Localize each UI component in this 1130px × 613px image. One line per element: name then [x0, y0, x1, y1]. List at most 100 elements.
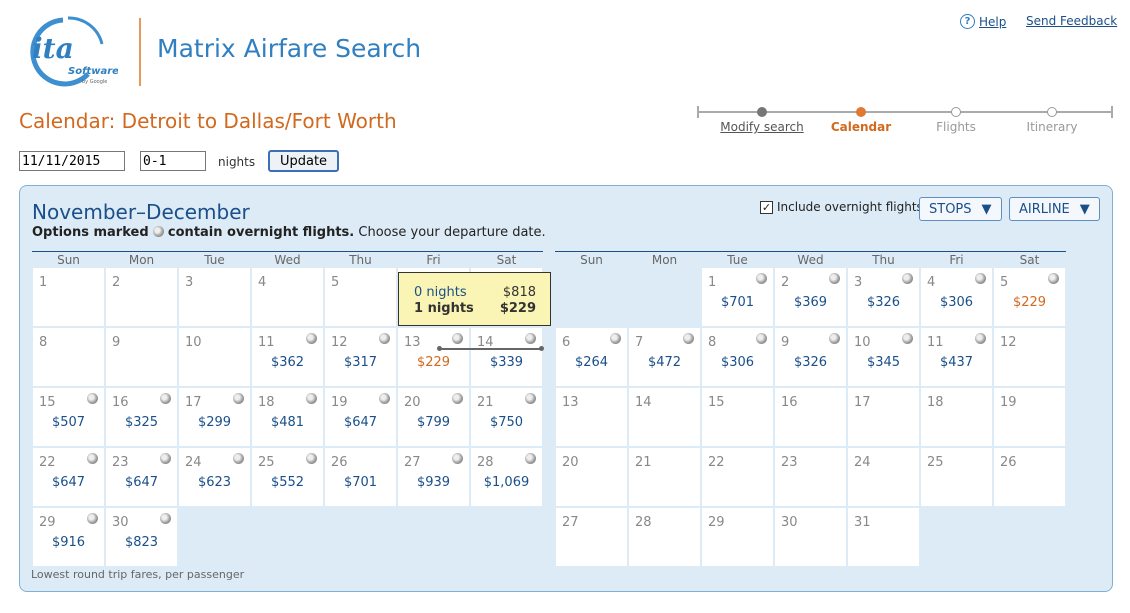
app-title: Matrix Airfare Search: [157, 34, 422, 63]
day-number: 22: [708, 455, 725, 470]
day-price[interactable]: $229: [416, 355, 451, 370]
calendar-day[interactable]: 23 $647: [106, 448, 177, 506]
day-price[interactable]: $326: [793, 355, 828, 370]
weekday-wed: Wed: [797, 253, 824, 267]
calendar-day[interactable]: 4 $306: [921, 268, 992, 326]
header-divider: [139, 18, 141, 86]
calendar-day[interactable]: 10 $345: [848, 328, 919, 386]
calendar-day[interactable]: 2 $369: [775, 268, 846, 326]
day-price[interactable]: $229: [1012, 295, 1047, 310]
calendar-day[interactable]: 26 $701: [325, 448, 396, 506]
calendar-day[interactable]: 12 $317: [325, 328, 396, 386]
day-number: 27: [404, 455, 421, 470]
calendar-day[interactable]: 25 $552: [252, 448, 323, 506]
day-price[interactable]: $339: [489, 355, 524, 370]
calendar-day[interactable]: 19 $647: [325, 388, 396, 446]
day-price[interactable]: $369: [793, 295, 828, 310]
calendar-day: 30: [775, 508, 846, 566]
calendar-day[interactable]: 15 $507: [33, 388, 104, 446]
tooltip-0-nights-link[interactable]: 0 nights: [414, 285, 467, 300]
day-price[interactable]: $326: [866, 295, 901, 310]
calendar-day[interactable]: 21 $750: [471, 388, 542, 446]
airline-dropdown[interactable]: AIRLINE ▼: [1009, 197, 1100, 221]
calendar-day[interactable]: 1 $701: [702, 268, 773, 326]
day-price[interactable]: $362: [270, 355, 305, 370]
overnight-toggle[interactable]: ✓ Include overnight flights: [760, 200, 923, 214]
calendar-day[interactable]: 13 $229: [398, 328, 469, 386]
calendar-day[interactable]: 14 $339: [471, 328, 542, 386]
day-price[interactable]: $481: [270, 415, 305, 430]
help-link[interactable]: Help: [979, 14, 1007, 29]
day-price[interactable]: $264: [574, 355, 609, 370]
calendar-day[interactable]: 3 $326: [848, 268, 919, 326]
day-price[interactable]: $701: [343, 475, 378, 490]
calendar-day[interactable]: 11 $437: [921, 328, 992, 386]
calendar-day[interactable]: 5 $229: [994, 268, 1065, 326]
stops-dropdown[interactable]: STOPS ▼: [919, 197, 1002, 221]
send-feedback-link[interactable]: Send Feedback: [1026, 14, 1118, 28]
overnight-label[interactable]: Include overnight flights: [777, 200, 923, 214]
calendar-day[interactable]: 6 $264: [556, 328, 627, 386]
calendar-day[interactable]: 27 $939: [398, 448, 469, 506]
calendar-day[interactable]: 29 $916: [33, 508, 104, 566]
question-icon[interactable]: ?: [960, 14, 975, 29]
overnight-moon-icon: [160, 513, 171, 524]
day-price[interactable]: $647: [51, 475, 86, 490]
calendar-day[interactable]: 16 $325: [106, 388, 177, 446]
day-price[interactable]: $552: [270, 475, 305, 490]
weekday-thu: Thu: [349, 253, 372, 267]
day-number: 25: [927, 455, 944, 470]
stops-label[interactable]: STOPS: [929, 201, 972, 217]
day-price[interactable]: $325: [124, 415, 159, 430]
calendar-day[interactable]: 11 $362: [252, 328, 323, 386]
help-link-group[interactable]: ? Help: [960, 14, 1006, 29]
weekday-thu: Thu: [872, 253, 895, 267]
day-price[interactable]: $823: [124, 535, 159, 550]
day-price[interactable]: $306: [939, 295, 974, 310]
day-number: 6: [562, 335, 571, 350]
calendar-day[interactable]: 8 $306: [702, 328, 773, 386]
day-price[interactable]: $916: [51, 535, 86, 550]
day-price[interactable]: $750: [489, 415, 524, 430]
calendar-day[interactable]: 22 $647: [33, 448, 104, 506]
weekday-tue: Tue: [204, 253, 225, 267]
calendar-day[interactable]: 17 $299: [179, 388, 250, 446]
svg-text:by Google: by Google: [82, 79, 107, 85]
day-price[interactable]: $647: [343, 415, 378, 430]
nights-input[interactable]: [140, 151, 206, 171]
note-bold-b: contain overnight flights.: [167, 225, 355, 240]
overnight-checkbox[interactable]: ✓: [760, 200, 773, 214]
calendar-day[interactable]: 24 $623: [179, 448, 250, 506]
day-price[interactable]: $623: [197, 475, 232, 490]
weekday-mon: Mon: [651, 253, 678, 267]
calendar-day[interactable]: 20 $799: [398, 388, 469, 446]
day-price[interactable]: $507: [51, 415, 86, 430]
calendar-day[interactable]: 9 $326: [775, 328, 846, 386]
step-label[interactable]: Modify search: [720, 120, 804, 134]
note-bold-a: Options marked: [32, 225, 149, 240]
tooltip-1-nights-label: 1 nights: [414, 301, 474, 316]
day-price[interactable]: $939: [416, 475, 451, 490]
update-button[interactable]: Update: [268, 150, 339, 172]
day-price[interactable]: $345: [866, 355, 901, 370]
departure-date-input[interactable]: [19, 151, 125, 171]
day-price[interactable]: $647: [124, 475, 159, 490]
day-number: 17: [854, 395, 871, 410]
day-price[interactable]: $437: [939, 355, 974, 370]
airline-label[interactable]: AIRLINE: [1019, 201, 1070, 217]
day-number: 14: [477, 335, 494, 350]
calendar-day[interactable]: 28 $1,069: [471, 448, 542, 506]
day-price[interactable]: $299: [197, 415, 232, 430]
day-number: 19: [1000, 395, 1017, 410]
step-modify-search[interactable]: Modify search: [717, 104, 807, 134]
calendar-day: 15: [702, 388, 773, 446]
day-price[interactable]: $306: [720, 355, 755, 370]
day-price[interactable]: $701: [720, 295, 755, 310]
calendar-day[interactable]: 18 $481: [252, 388, 323, 446]
day-price[interactable]: $1,069: [483, 475, 530, 490]
calendar-day[interactable]: 30 $823: [106, 508, 177, 566]
calendar-day[interactable]: 7 $472: [629, 328, 700, 386]
day-price[interactable]: $799: [416, 415, 451, 430]
day-price[interactable]: $472: [647, 355, 682, 370]
day-price[interactable]: $317: [343, 355, 378, 370]
